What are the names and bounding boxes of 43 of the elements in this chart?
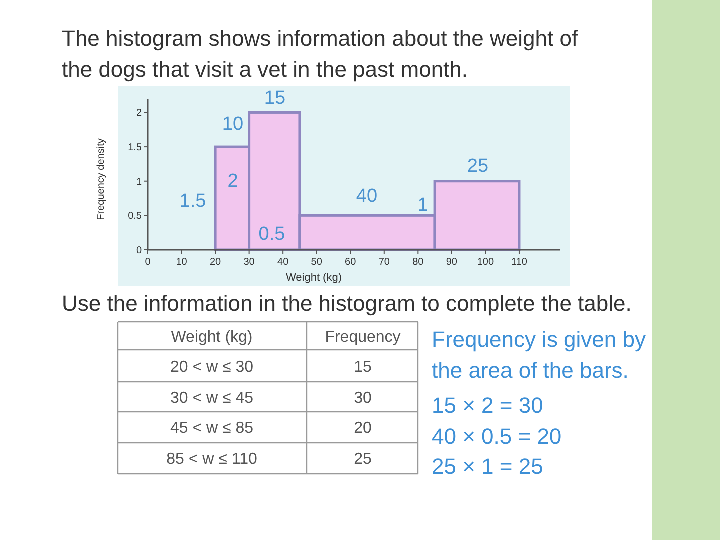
annotation: 15 (264, 88, 286, 109)
x-axis-title: Weight (kg) (286, 272, 342, 284)
text: 30 (354, 390, 372, 407)
x-tick-label: 80 (412, 257, 424, 268)
text: 85 < w ≤ 110 (166, 451, 258, 468)
text: 20 < w ≤ 30 (170, 359, 254, 376)
y-tick-label: 0.5 (128, 211, 142, 222)
text: 15 × 2 = 30 (432, 393, 544, 418)
x-tick-label: 100 (477, 257, 494, 268)
text: 25 (354, 451, 372, 468)
chart-title: The histogram shows information about the weight of the dogs that visit a vet in the past month. (62, 26, 579, 82)
x-tick-label: 110 (512, 257, 528, 268)
annotation: 10 (222, 114, 244, 135)
text: 20 (354, 420, 372, 437)
text: 45 < w ≤ 85 (170, 420, 254, 437)
annotation: 1 (418, 195, 428, 216)
text: 25 × 1 = 25 (432, 454, 544, 479)
annotation: 2 (228, 171, 238, 192)
text: Use the information in the histogram to complete the table. (62, 291, 632, 316)
x-tick-label: 30 (244, 257, 256, 268)
text: 30 < w ≤ 45 (170, 390, 254, 407)
x-tick-label: 60 (345, 257, 357, 268)
x-tick-label: 40 (278, 257, 290, 268)
annotation: 0.5 (258, 224, 286, 245)
x-tick-label: 20 (210, 257, 222, 268)
text: 15 (354, 359, 372, 376)
text: Frequency is given by the area of the bars. (432, 327, 646, 383)
x-tick-label: 90 (446, 257, 458, 268)
annotation: 25 (467, 156, 489, 177)
x-tick-label: 70 (378, 257, 390, 268)
y-tick-label: 1.5 (128, 142, 142, 154)
text: Weight (kg) (171, 329, 253, 346)
annotation: 1.5 (180, 191, 206, 212)
x-tick-label: 10 (176, 257, 188, 268)
text: 40 × 0.5 = 20 (432, 424, 562, 449)
y-tick-label: 2 (136, 108, 142, 120)
text: Frequency (325, 329, 401, 346)
y-tick-label: 1 (136, 176, 142, 188)
x-tick-label: 50 (311, 257, 323, 268)
y-tick-label: 0 (136, 246, 142, 256)
x-tick-label: 0 (145, 257, 152, 268)
y-axis-title: Frequency density (96, 138, 107, 220)
annotation: 40 (356, 186, 378, 207)
